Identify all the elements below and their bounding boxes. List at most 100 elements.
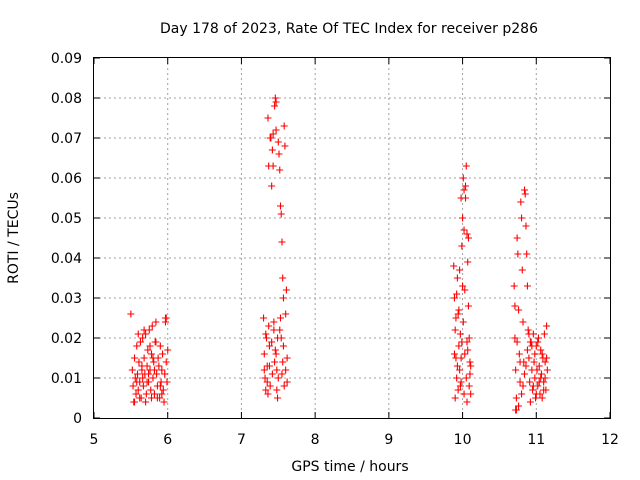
data-point bbox=[155, 362, 163, 370]
data-point bbox=[521, 190, 529, 198]
data-point bbox=[520, 186, 528, 194]
data-point bbox=[459, 214, 467, 222]
data-point bbox=[135, 358, 143, 366]
data-point bbox=[456, 330, 464, 338]
data-point bbox=[153, 370, 161, 378]
data-point bbox=[537, 370, 545, 378]
y-tick-label: 0.05 bbox=[51, 211, 82, 227]
data-point bbox=[153, 394, 161, 402]
data-point bbox=[456, 366, 464, 374]
data-point bbox=[456, 382, 464, 390]
data-point bbox=[262, 330, 270, 338]
data-point bbox=[268, 146, 276, 154]
data-point bbox=[525, 354, 533, 362]
data-point bbox=[274, 394, 282, 402]
data-point bbox=[282, 366, 290, 374]
data-point bbox=[282, 310, 290, 318]
data-point bbox=[139, 374, 147, 382]
data-point bbox=[452, 314, 460, 322]
data-point bbox=[526, 398, 534, 406]
data-point bbox=[260, 350, 268, 358]
data-point bbox=[134, 330, 142, 338]
data-point bbox=[139, 382, 147, 390]
data-point bbox=[274, 138, 282, 146]
data-point bbox=[152, 338, 160, 346]
data-point bbox=[269, 130, 277, 138]
data-point bbox=[261, 374, 269, 382]
data-point bbox=[157, 378, 165, 386]
data-point bbox=[262, 386, 270, 394]
data-point bbox=[518, 266, 526, 274]
data-point bbox=[278, 238, 286, 246]
data-point bbox=[139, 334, 147, 342]
data-point bbox=[519, 382, 527, 390]
data-point bbox=[147, 350, 155, 358]
y-axis-label: ROTI / TECUs bbox=[6, 192, 22, 284]
data-point bbox=[260, 366, 268, 374]
data-point bbox=[271, 358, 279, 366]
data-point bbox=[460, 186, 468, 194]
data-point bbox=[453, 274, 461, 282]
data-point bbox=[467, 362, 475, 370]
data-point bbox=[461, 350, 469, 358]
data-point bbox=[150, 366, 158, 374]
data-point bbox=[140, 326, 148, 334]
data-point bbox=[526, 338, 534, 346]
data-point bbox=[534, 334, 542, 342]
data-point bbox=[274, 374, 282, 382]
data-point bbox=[528, 342, 536, 350]
data-point bbox=[533, 366, 541, 374]
data-point bbox=[158, 390, 166, 398]
x-tick-label: 7 bbox=[237, 432, 246, 448]
data-point bbox=[453, 362, 461, 370]
data-point bbox=[132, 390, 140, 398]
x-tick-label: 10 bbox=[454, 432, 472, 448]
y-tick-label: 0.07 bbox=[51, 131, 82, 147]
data-point bbox=[460, 390, 468, 398]
data-point bbox=[526, 378, 534, 386]
data-point bbox=[532, 394, 540, 402]
x-tick-label: 12 bbox=[601, 432, 619, 448]
data-point bbox=[450, 262, 458, 270]
data-point bbox=[541, 358, 549, 366]
data-point bbox=[160, 398, 168, 406]
data-point bbox=[513, 338, 521, 346]
x-tick-label: 9 bbox=[384, 432, 393, 448]
data-point bbox=[149, 374, 157, 382]
data-point bbox=[512, 406, 520, 414]
data-point bbox=[511, 302, 519, 310]
data-point bbox=[131, 354, 139, 362]
y-tick-label: 0.04 bbox=[51, 251, 82, 267]
data-point bbox=[450, 350, 458, 358]
data-point bbox=[136, 338, 144, 346]
data-point bbox=[464, 258, 472, 266]
data-point bbox=[281, 142, 289, 150]
data-point bbox=[283, 354, 291, 362]
x-tick-label: 6 bbox=[163, 432, 172, 448]
data-point bbox=[463, 338, 471, 346]
x-tick-label: 11 bbox=[527, 432, 545, 448]
data-point bbox=[532, 390, 540, 398]
data-point bbox=[462, 194, 470, 202]
y-tick-label: 0 bbox=[73, 411, 82, 427]
data-point bbox=[463, 398, 471, 406]
data-point bbox=[525, 330, 533, 338]
data-point bbox=[514, 250, 522, 258]
data-point bbox=[467, 390, 475, 398]
data-point bbox=[538, 394, 546, 402]
data-point bbox=[268, 182, 276, 190]
data-point bbox=[453, 290, 461, 298]
data-point bbox=[457, 354, 465, 362]
data-point bbox=[273, 366, 281, 374]
data-point bbox=[511, 334, 519, 342]
data-point bbox=[459, 174, 467, 182]
data-point bbox=[277, 210, 285, 218]
data-point bbox=[271, 102, 279, 110]
data-point bbox=[515, 402, 523, 410]
data-point bbox=[268, 338, 276, 346]
data-point bbox=[458, 242, 466, 250]
data-point bbox=[524, 326, 532, 334]
chart-title: Day 178 of 2023, Rate Of TEC Index for r… bbox=[160, 21, 538, 37]
data-point bbox=[464, 234, 472, 242]
